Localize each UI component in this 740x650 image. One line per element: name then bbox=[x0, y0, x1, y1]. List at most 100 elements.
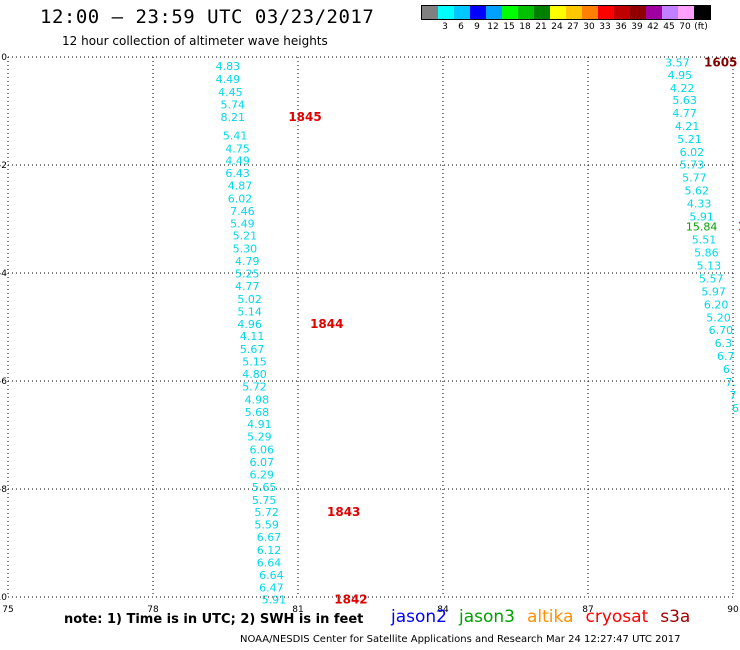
wave-height-value: 8.21 bbox=[221, 111, 246, 124]
legend-labels: 3 6 9 12 15 18 21 24 27 30 33 36 39 42 45 70 (ft) bbox=[421, 22, 711, 32]
legend-swatches bbox=[421, 5, 711, 20]
satellite-legend: jason2 jason3 altika cryosat s3a bbox=[391, 607, 702, 627]
wave-height-value: 6.7 bbox=[717, 350, 735, 363]
wave-height-value: 5.68 bbox=[245, 406, 270, 419]
credit-line: NOAA/NESDIS Center for Satellite Applica… bbox=[240, 634, 681, 645]
wave-height-value: 6.64 bbox=[257, 556, 282, 569]
wave-height-value: 5.13 bbox=[697, 259, 722, 272]
wave-height-value: 6.43 bbox=[225, 167, 250, 180]
legend-label: 36 bbox=[615, 22, 627, 32]
lat-tick-label: 0 bbox=[1, 53, 7, 63]
wave-height-value: 5.86 bbox=[694, 246, 719, 259]
lon-tick-label: 75 bbox=[2, 605, 13, 615]
wave-height-value: 5.74 bbox=[221, 99, 246, 112]
wave-height-value: 6.70 bbox=[709, 324, 734, 337]
legend-swatch bbox=[694, 6, 710, 19]
wave-height-value: 5.67 bbox=[240, 343, 265, 356]
wave-height-value: 5.21 bbox=[233, 230, 258, 243]
wave-height-value: 5.41 bbox=[223, 129, 248, 142]
legend-swatch bbox=[470, 6, 486, 19]
wave-height-value: 6.02 bbox=[680, 146, 705, 159]
legend-label: 18 bbox=[519, 22, 531, 32]
wave-height-value: 4.49 bbox=[225, 155, 250, 168]
wave-height-value: 4.49 bbox=[216, 73, 241, 86]
altimeter-tracks: 4.834.494.455.748.215.414.754.496.434.87… bbox=[216, 56, 739, 606]
wave-height-value: 6.07 bbox=[250, 456, 275, 469]
pass-time-label: 1844 bbox=[310, 317, 343, 331]
legend-label: 9 bbox=[474, 22, 480, 32]
wave-height-value: 4.21 bbox=[675, 120, 700, 133]
legend-label: 42 bbox=[647, 22, 659, 32]
wave-height-value: 6.20 bbox=[704, 298, 729, 311]
lon-tick-label: 81 bbox=[292, 605, 303, 615]
wave-height-value: 7.46 bbox=[230, 205, 255, 218]
wave-height-value: 6. bbox=[723, 363, 734, 376]
pass-time-label: 1605 bbox=[704, 55, 737, 69]
legend-swatch bbox=[486, 6, 502, 19]
legend-swatch bbox=[438, 6, 454, 19]
wave-height-value: 4.80 bbox=[242, 368, 267, 381]
legend-swatch bbox=[534, 6, 550, 19]
wave-height-value: 5.29 bbox=[247, 431, 272, 444]
wave-height-value: 5.72 bbox=[254, 506, 279, 519]
wave-height-value: 7 bbox=[730, 389, 737, 402]
wave-height-value: 6.64 bbox=[259, 569, 284, 582]
legend-swatch bbox=[662, 6, 678, 19]
wave-height-value: 5.49 bbox=[230, 217, 255, 230]
satellite-cryosat: cryosat bbox=[585, 607, 649, 627]
wave-height-value: 4.11 bbox=[240, 330, 265, 343]
satellite-s3a: s3a bbox=[660, 607, 691, 627]
wave-height-value: 4.98 bbox=[245, 393, 270, 406]
wave-height-value: 4.83 bbox=[216, 60, 241, 73]
wave-height-value: 6.29 bbox=[250, 468, 275, 481]
wave-height-value: 5.91 bbox=[262, 594, 287, 607]
color-legend: 3 6 9 12 15 18 21 24 27 30 33 36 39 42 45 70 (ft) bbox=[421, 5, 711, 32]
wave-height-value: 5.59 bbox=[254, 519, 279, 532]
wave-height-value: 5.21 bbox=[677, 133, 702, 146]
wave-height-value: 4.45 bbox=[218, 86, 243, 99]
map-subtitle: 12 hour collection of altimeter wave hei… bbox=[62, 34, 328, 48]
wave-height-value: 4.87 bbox=[228, 180, 253, 193]
legend-label: 24 bbox=[551, 22, 563, 32]
wave-height-value: 5.57 bbox=[699, 272, 724, 285]
satellite-jason3: jason3 bbox=[459, 607, 515, 627]
legend-swatch bbox=[502, 6, 518, 19]
legend-label: 6 bbox=[458, 22, 464, 32]
legend-label: 27 bbox=[567, 22, 579, 32]
lat-tick-label: -10 bbox=[0, 593, 7, 603]
legend-label: 33 bbox=[599, 22, 611, 32]
wave-height-value: 5.73 bbox=[680, 158, 705, 171]
wave-height-value: 5.51 bbox=[692, 234, 717, 247]
track-west: 4.834.494.455.748.215.414.754.496.434.87… bbox=[216, 60, 286, 607]
lon-tick-label: 90 bbox=[727, 605, 739, 615]
wave-height-value: 6.67 bbox=[257, 531, 282, 544]
legend-swatch bbox=[582, 6, 598, 19]
pass-time-label: 1 bbox=[738, 220, 740, 234]
lon-tick-label: 78 bbox=[147, 605, 159, 615]
wave-height-value: 15.84 bbox=[686, 221, 718, 234]
lat-tick-label: -4 bbox=[0, 269, 7, 279]
wave-height-value: 4.96 bbox=[237, 318, 262, 331]
wave-height-value: 5.15 bbox=[242, 356, 267, 369]
wave-height-value: 5.75 bbox=[252, 494, 277, 507]
satellite-altika: altika bbox=[527, 607, 574, 627]
legend-label: 70 bbox=[679, 22, 691, 32]
wave-height-value: 5.77 bbox=[682, 171, 707, 184]
legend-swatch bbox=[566, 6, 582, 19]
legend-swatch bbox=[678, 6, 694, 19]
wave-height-value: 5.63 bbox=[672, 94, 697, 107]
wave-height-value: 4.75 bbox=[225, 142, 250, 155]
legend-label: 30 bbox=[583, 22, 595, 32]
map-title: 12:00 — 23:59 UTC 03/23/2017 bbox=[40, 6, 375, 28]
legend-label: 15 bbox=[503, 22, 515, 32]
wave-height-value: 5.62 bbox=[685, 184, 710, 197]
legend-label: 3 bbox=[442, 22, 448, 32]
wave-height-value: 6 bbox=[732, 402, 739, 415]
legend-label: 39 bbox=[631, 22, 643, 32]
footnote: note: 1) Time is in UTC; 2) SWH is in fe… bbox=[64, 612, 364, 627]
time-labels: 1845 1844 1843 1842 1605 1 bbox=[288, 55, 740, 606]
wave-height-value: 4.79 bbox=[235, 255, 260, 268]
satellite-jason2: jason2 bbox=[391, 607, 447, 627]
wave-height-value: 4.77 bbox=[235, 280, 260, 293]
lon-tick-label: 84 bbox=[437, 605, 449, 615]
